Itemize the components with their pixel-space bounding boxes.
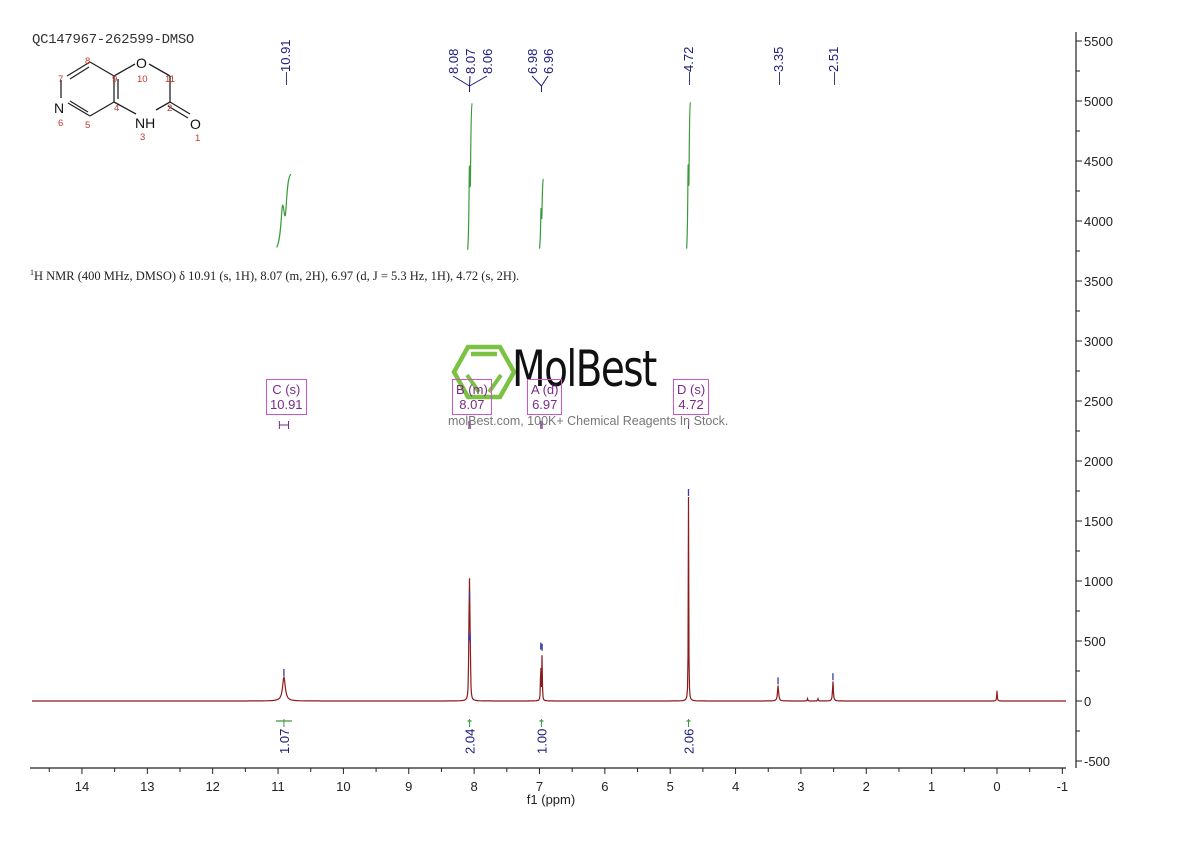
x-tick-label: 7 [536,779,543,794]
nmr-summary-text: H NMR (400 MHz, DMSO) δ 10.91 (s, 1H), 8… [34,269,520,284]
peak-shift-label: 8.07 [463,49,478,74]
atom-number: 2 [167,103,172,114]
x-axis-label: f1 (ppm) [527,792,575,807]
x-tick-label: 0 [993,779,1000,794]
x-tick-label: 14 [75,779,89,794]
x-tick-label: 4 [732,779,739,794]
integral-curve [466,103,473,250]
atom-number: 10 [137,74,148,85]
y-tick-label: 1500 [1084,514,1113,529]
y-tick-label: 3500 [1084,274,1113,289]
multiplet-shift: 6.97 [532,397,558,412]
y-tick-label: 500 [1084,634,1106,649]
integral-curve [685,101,692,249]
multiplet-label: B (m) [456,382,488,397]
peak-shift-label: 6.98 [525,49,540,74]
x-tick-label: 13 [140,779,154,794]
atom-nh3: NH [135,115,155,131]
atom-number: 3 [140,132,145,143]
multiplet-shift: 8.07 [459,397,485,412]
axes: 14 13 12 11 10 9 8 7 6 5 4 3 2 1 0 -1f1 (ppm)5500500045… [30,32,1113,807]
nmr-summary: 1H NMR (400 MHz, DMSO) δ 10.91 (s, 1H), … [30,268,519,284]
integral-values: 1.07 2.04 1.00 2.06 [275,421,697,754]
x-tick-label: 2 [863,779,870,794]
x-tick-label: 10 [336,779,350,794]
peak-shift-label: —3.35 [771,47,786,85]
integral-curves [276,101,692,250]
watermark-logo: MolBest [512,340,657,398]
peak-labels: —10.91 8.08 8.07 8.06 6.98 6.96 —4.72 —3.35 —2.5… [278,39,841,92]
x-tick-label: 1 [928,779,935,794]
x-tick-label: 3 [797,779,804,794]
nucleus-superscript: 1 [30,268,34,277]
atom-number: 1 [195,133,200,144]
multiplet-shift: 4.72 [678,397,704,412]
multiplet-box-a: A (d) 6.97 [527,379,563,415]
atom-number: 4 [114,103,119,114]
integral-value: 1.07 [277,729,292,754]
multiplet-box-d: D (s) 4.72 [673,379,710,415]
integral-value: 2.04 [463,729,478,754]
peak-shift-label: —2.51 [826,47,841,85]
atom-number: 11 [165,74,175,85]
spectrum-trace [32,489,1066,702]
integral-curve [276,173,292,248]
peak-shift-label: 6.96 [541,49,556,74]
peak-shift-label: —10.91 [278,39,293,85]
sample-id: QC147967-262599-DMSO [32,32,195,48]
y-tick-label: 4000 [1084,214,1113,229]
y-tick-label: 0 [1084,694,1091,709]
peak-shift-label: 8.08 [446,49,461,74]
x-tick-label: 6 [601,779,608,794]
multiplet-shift: 10.91 [270,397,303,412]
atom-o1: O [190,116,201,132]
atom-number: 6 [58,118,63,129]
y-tick-label: 2000 [1084,454,1113,469]
atom-o10: O [136,55,147,71]
multiplet-label: C (s) [272,382,301,397]
molbest-logo-icon [451,344,517,400]
x-tick-label: 11 [271,779,285,794]
integral-value: 2.06 [682,729,697,754]
chemical-structure: O N NH O 1 2 3 4 5 6 7 8 9 10 11 [54,55,201,144]
watermark-tagline: molBest.com, 100K+ Chemical Reagents In … [448,414,729,428]
multiplet-box-c: C (s) 10.91 [266,379,307,415]
multiplet-label: A (d) [531,382,559,397]
x-tick-label: 12 [205,779,219,794]
spectrum-line [32,496,1066,702]
atom-number: 7 [58,74,63,85]
y-tick-label: 2500 [1084,394,1113,409]
y-tick-label: 5500 [1084,34,1113,49]
multiplet-box-b: B (m) 8.07 [452,379,492,415]
integral-value: 1.00 [534,729,549,754]
x-tick-label: 9 [405,779,412,794]
x-tick-label: -1 [1057,779,1069,794]
y-tick-label: -500 [1084,754,1110,769]
x-tick-label: 5 [667,779,674,794]
x-tick-label: 8 [471,779,478,794]
atom-number: 8 [85,56,90,67]
atom-number: 9 [112,74,117,85]
y-tick-label: 3000 [1084,334,1113,349]
atom-n6: N [54,100,64,116]
peak-shift-label: —4.72 [681,47,696,85]
y-tick-label: 1000 [1084,574,1113,589]
atom-number: 5 [85,120,90,131]
y-tick-label: 5000 [1084,94,1113,109]
integral-curve [538,178,544,249]
multiplet-label: D (s) [677,382,706,397]
y-tick-label: 4500 [1084,154,1113,169]
peak-shift-label: 8.06 [480,49,495,74]
